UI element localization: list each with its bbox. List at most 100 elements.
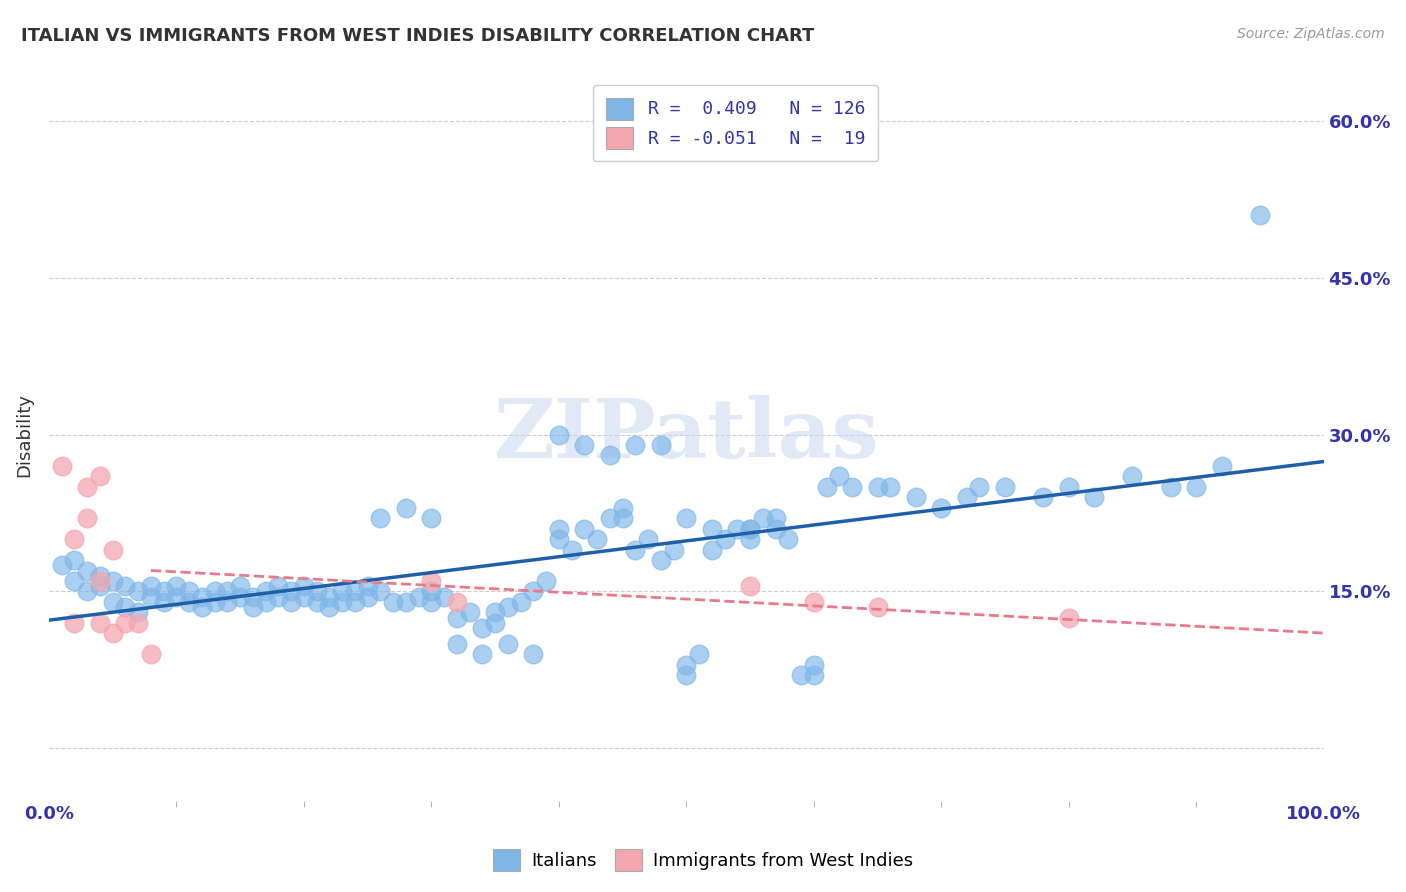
Point: [242, 600, 264, 615]
Point: [76, 480, 98, 494]
Point: [254, 584, 277, 599]
Point: [127, 615, 149, 630]
Point: [127, 606, 149, 620]
Point: [101, 595, 124, 609]
Point: [637, 532, 659, 546]
Point: [612, 500, 634, 515]
Point: [330, 595, 353, 609]
Point: [191, 590, 214, 604]
Point: [738, 579, 761, 593]
Point: [76, 564, 98, 578]
Point: [89, 574, 111, 588]
Point: [370, 511, 392, 525]
Point: [790, 668, 813, 682]
Point: [101, 626, 124, 640]
Point: [1057, 480, 1080, 494]
Text: ITALIAN VS IMMIGRANTS FROM WEST INDIES DISABILITY CORRELATION CHART: ITALIAN VS IMMIGRANTS FROM WEST INDIES D…: [21, 27, 814, 45]
Point: [114, 600, 136, 615]
Point: [599, 511, 621, 525]
Point: [650, 553, 672, 567]
Point: [267, 579, 290, 593]
Point: [229, 590, 252, 604]
Point: [484, 606, 506, 620]
Point: [343, 595, 366, 609]
Point: [229, 579, 252, 593]
Point: [471, 621, 494, 635]
Point: [152, 584, 174, 599]
Point: [89, 469, 111, 483]
Point: [929, 500, 952, 515]
Point: [217, 584, 239, 599]
Point: [343, 584, 366, 599]
Point: [866, 480, 889, 494]
Point: [994, 480, 1017, 494]
Point: [51, 558, 73, 573]
Point: [179, 595, 201, 609]
Point: [420, 511, 443, 525]
Point: [1083, 491, 1105, 505]
Point: [446, 610, 468, 624]
Text: Source: ZipAtlas.com: Source: ZipAtlas.com: [1237, 27, 1385, 41]
Point: [89, 579, 111, 593]
Point: [713, 532, 735, 546]
Point: [356, 590, 378, 604]
Point: [446, 595, 468, 609]
Point: [318, 590, 340, 604]
Point: [458, 606, 481, 620]
Point: [904, 491, 927, 505]
Point: [408, 590, 430, 604]
Point: [420, 584, 443, 599]
Point: [969, 480, 991, 494]
Point: [101, 574, 124, 588]
Point: [547, 522, 569, 536]
Point: [63, 574, 86, 588]
Point: [803, 657, 825, 672]
Point: [815, 480, 838, 494]
Point: [561, 542, 583, 557]
Point: [675, 668, 697, 682]
Point: [534, 574, 557, 588]
Point: [139, 579, 162, 593]
Point: [574, 522, 596, 536]
Point: [330, 584, 353, 599]
Point: [752, 511, 775, 525]
Point: [165, 579, 187, 593]
Point: [1160, 480, 1182, 494]
Point: [101, 542, 124, 557]
Point: [574, 438, 596, 452]
Point: [63, 532, 86, 546]
Point: [700, 542, 723, 557]
Point: [139, 647, 162, 661]
Point: [370, 584, 392, 599]
Point: [89, 568, 111, 582]
Point: [841, 480, 863, 494]
Point: [217, 595, 239, 609]
Point: [165, 590, 187, 604]
Point: [446, 637, 468, 651]
Point: [522, 584, 544, 599]
Point: [395, 595, 418, 609]
Point: [509, 595, 531, 609]
Point: [356, 579, 378, 593]
Point: [866, 600, 889, 615]
Point: [700, 522, 723, 536]
Point: [803, 595, 825, 609]
Point: [204, 584, 226, 599]
Point: [318, 600, 340, 615]
Point: [547, 532, 569, 546]
Point: [496, 600, 519, 615]
Legend: R =  0.409   N = 126, R = -0.051   N =  19: R = 0.409 N = 126, R = -0.051 N = 19: [593, 85, 877, 161]
Point: [586, 532, 609, 546]
Point: [688, 647, 710, 661]
Point: [114, 579, 136, 593]
Point: [1032, 491, 1054, 505]
Point: [765, 522, 787, 536]
Point: [395, 500, 418, 515]
Point: [127, 584, 149, 599]
Point: [76, 584, 98, 599]
Point: [305, 595, 328, 609]
Point: [280, 584, 302, 599]
Point: [242, 590, 264, 604]
Point: [1211, 458, 1233, 473]
Point: [879, 480, 901, 494]
